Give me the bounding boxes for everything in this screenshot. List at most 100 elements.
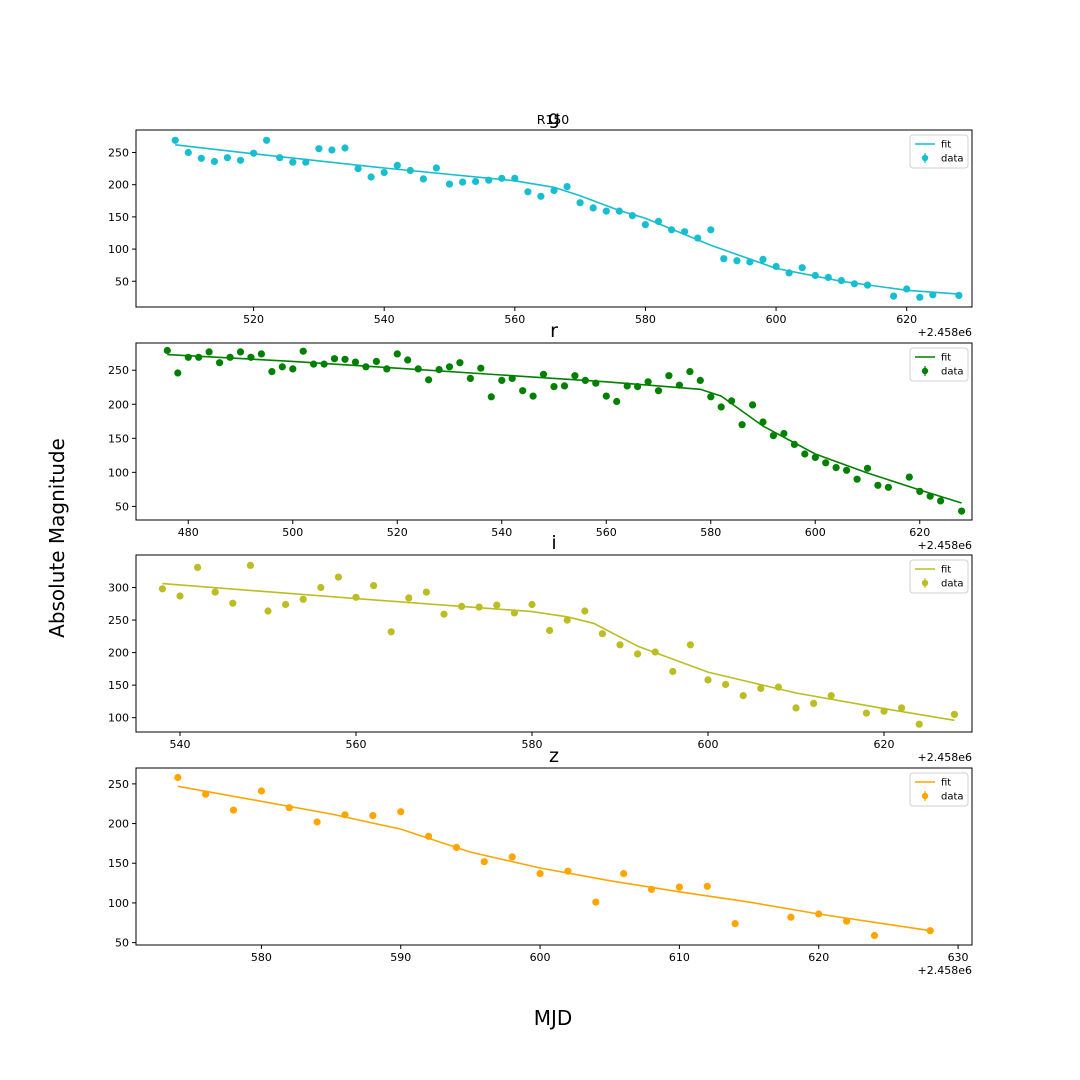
y-tick-label: 100 [108,243,129,256]
data-point [194,563,202,572]
data-point [665,372,673,380]
data-point [317,583,325,592]
fit-line [167,353,962,504]
x-tick-label: 520 [243,313,264,326]
data-point [862,709,871,717]
data-point [843,917,851,925]
data-point [704,676,712,684]
x-tick-label: 620 [909,526,930,539]
data-point [720,255,728,263]
data-point [707,226,715,234]
data-point [824,273,832,281]
legend-data-label: data [941,579,964,590]
y-tick-label: 150 [108,432,129,445]
data-point [362,363,370,371]
x-tick-label: 610 [669,951,690,964]
data-point [623,382,631,390]
data-point [250,149,258,157]
data-point [880,707,888,715]
legend: fit data [909,559,969,594]
data-point [278,363,286,371]
data-point [246,561,254,570]
data-point [184,148,192,157]
data-point [717,403,725,411]
data-point [647,885,656,894]
data-point [915,720,923,728]
data-point [564,867,572,875]
data-point [581,376,589,384]
data-point [703,882,711,890]
data-point [174,369,182,377]
data-point [380,168,388,177]
panel-title: z [549,745,559,767]
y-tick-label: 250 [108,364,129,377]
x-tick-label: 560 [504,313,525,326]
x-tick-label: 600 [530,951,551,964]
data-point [769,432,778,440]
y-tick-label: 250 [108,147,129,160]
data-point [393,161,401,169]
data-point [498,376,506,384]
y-tick-label: 150 [108,857,129,870]
data-point [675,381,684,389]
y-tick-label: 250 [108,778,129,791]
data-point [651,648,659,656]
data-point [707,393,715,401]
data-point [576,199,584,207]
data-point [850,280,859,288]
panel-title: i [551,532,556,554]
fit-line [162,582,955,722]
data-point [354,165,362,173]
x-tick-label: 630 [948,951,969,964]
data-point [397,808,405,816]
data-point [352,593,360,601]
x-tick-label: 540 [170,738,191,751]
data-point [351,358,360,366]
y-tick-label: 50 [115,275,129,288]
data-point [929,291,937,299]
data-point [197,154,205,162]
data-point [524,188,532,196]
data-point [746,258,754,266]
x-tick-label: 620 [808,951,829,964]
data-point [229,599,237,607]
data-point [832,464,840,472]
data-point [459,178,467,186]
data-point [498,174,506,182]
data-point [634,383,642,391]
data-point [458,602,466,611]
y-tick-label: 150 [108,211,129,224]
data-point [257,787,265,795]
panel-g: g 520 540 560 580 600 620+2.458e6 50 100 150 200 25… [108,107,973,339]
data-point [733,257,741,265]
x-tick-label: 600 [698,738,719,751]
data-point [916,487,924,495]
x-tick-label: 560 [596,526,617,539]
data-point [563,183,571,191]
data-point [334,573,342,581]
data-point [863,281,872,289]
data-point [236,156,245,164]
data-point [774,683,783,691]
data-point [263,136,271,144]
data-point [510,609,518,617]
data-point [787,913,795,921]
data-point [176,592,184,600]
data-point [480,858,488,866]
axes-frame [135,767,973,946]
x-tick-label: 480 [178,526,199,539]
x-tick-label: 620 [874,738,895,751]
data-point [696,376,704,384]
data-point [210,157,218,166]
data-point [827,692,835,700]
data-point [529,392,537,400]
data-point [675,883,684,891]
panel-title: r [550,320,558,342]
x-offset-label: +2.458e6 [918,751,972,764]
data-point [620,870,628,878]
legend-data-label: data [941,367,964,378]
x-tick-label: 580 [635,313,656,326]
data-point [414,365,422,373]
